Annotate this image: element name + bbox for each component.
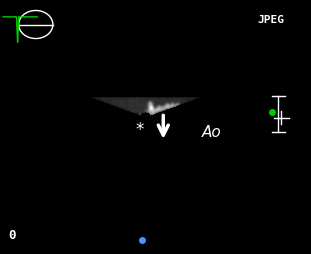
Text: JPEG: JPEG [257, 15, 284, 25]
Text: *: * [136, 121, 144, 138]
Text: 0: 0 [9, 229, 16, 241]
Text: Ao: Ao [202, 125, 221, 139]
